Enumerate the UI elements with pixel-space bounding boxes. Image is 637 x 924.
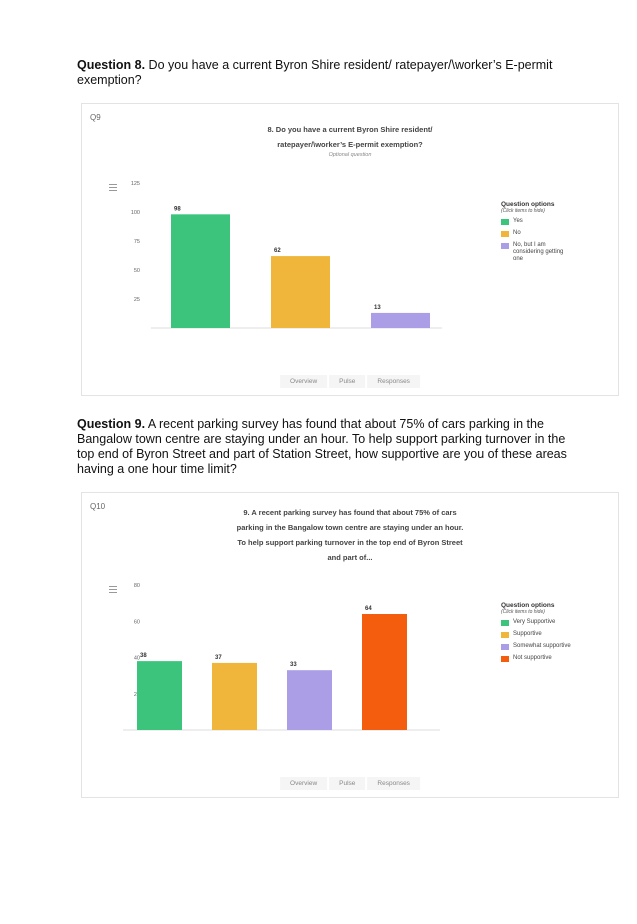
data-label: 62 [274,248,281,254]
data-label: 64 [365,606,372,612]
chart-title: 8. Do you have a current Byron Shire res… [82,122,618,152]
bar-chart: 20 40 60 80 38 37 33 64 [123,583,440,731]
data-label: 13 [374,305,381,311]
legend-swatch [501,231,509,237]
bar [171,214,230,328]
legend-item[interactable]: Supportive [501,631,573,638]
y-tick-label: 100 [131,210,140,216]
chart-title-line: and part of... [327,553,373,562]
question-9-label: Question 9. [77,417,146,431]
menu-icon[interactable] [109,586,117,595]
data-label: 98 [174,206,181,212]
bar [212,662,257,730]
bar [137,661,182,730]
chart-title-line: ratepayer/\worker’s E-permit exemption? [277,140,423,149]
tab-overview[interactable]: Overview [280,375,328,388]
data-label: 33 [290,662,297,668]
y-tick-label: 40 [134,656,140,662]
legend-item[interactable]: No [501,230,573,237]
data-label: 37 [215,655,222,661]
legend-label: Very Supportive [513,619,556,625]
y-tick-label: 125 [131,181,140,187]
question-8-text: Do you have a current Byron Shire reside… [77,58,553,87]
chart-legend: Question options (Click items to hide) V… [501,602,573,667]
legend-swatch [501,219,509,225]
tab-pulse[interactable]: Pulse [329,777,366,790]
tab-responses[interactable]: Responses [367,777,420,790]
legend-item[interactable]: Somewhat supportive [501,643,573,650]
bar [362,614,407,730]
chart-title: 9. A recent parking survey has found tha… [82,505,618,565]
view-tabs: Overview Pulse Responses [279,375,421,388]
chart-title-line: 8. Do you have a current Byron Shire res… [267,125,433,134]
legend-label: Not supportive [513,655,552,661]
y-tick-label: 60 [134,619,140,625]
view-tabs: Overview Pulse Responses [279,777,421,790]
question-8-label: Question 8. [77,58,146,72]
legend-swatch [501,243,509,249]
chart-subtitle: Optional question [328,152,372,158]
legend-title: Question options [501,602,555,609]
legend-hint: (Click items to hide) [501,208,545,214]
question-9: Question 9. A recent parking survey has … [77,417,567,477]
chart-title-line: 9. A recent parking survey has found tha… [243,508,457,517]
question-8: Question 8. Do you have a current Byron … [77,58,567,88]
chart-panel-q10: Q10 9. A recent parking survey has found… [81,492,619,798]
legend-hint: (Click items to hide) [501,609,545,615]
legend-swatch [501,656,509,662]
y-tick-label: 20 [134,692,140,698]
chart-legend: Question options (Click items to hide) Y… [501,201,573,268]
tab-pulse[interactable]: Pulse [329,375,366,388]
legend-label: No [513,230,521,236]
question-number: Q9 [90,113,101,122]
chart-title-line: parking in the Bangalow town centre are … [236,523,464,532]
question-9-text: A recent parking survey has found that a… [77,417,567,476]
legend-item[interactable]: Very Supportive [501,619,573,626]
y-tick-label: 75 [134,239,140,245]
data-label: 38 [140,653,147,659]
legend-label: Somewhat supportive [513,643,571,649]
legend-item[interactable]: Not supportive [501,655,573,662]
bar [287,670,332,730]
menu-icon[interactable] [109,184,117,193]
legend-swatch [501,632,509,638]
chart-title-line: To help support parking turnover in the … [237,538,463,547]
legend-label: No, but I am considering getting one [513,242,564,262]
chart-panel-q9: Q9 8. Do you have a current Byron Shire … [81,103,619,396]
legend-item[interactable]: No, but I am considering getting one [501,242,573,263]
y-tick-label: 50 [134,268,140,274]
bar [271,256,330,328]
legend-label: Supportive [513,631,542,637]
legend-swatch [501,644,509,650]
legend-title: Question options [501,201,555,208]
legend-swatch [501,620,509,626]
question-number: Q10 [90,502,106,511]
bar [371,312,430,328]
legend-item[interactable]: Yes [501,218,573,225]
y-tick-label: 25 [134,297,140,303]
bar-chart: 25 50 75 100 125 98 62 13 [131,181,442,329]
legend-label: Yes [513,218,523,224]
tab-responses[interactable]: Responses [367,375,420,388]
tab-overview[interactable]: Overview [280,777,328,790]
y-tick-label: 80 [134,583,140,589]
